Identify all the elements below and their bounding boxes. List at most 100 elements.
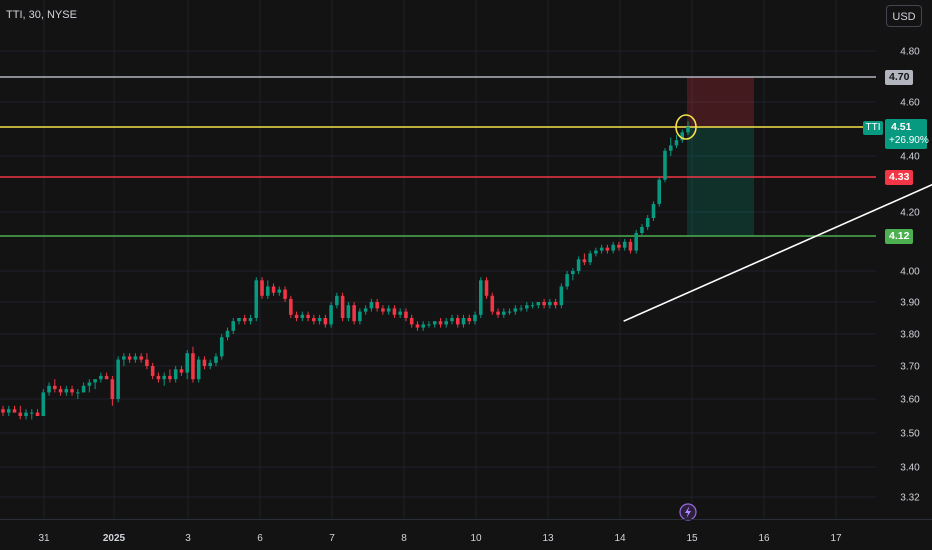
candle (29, 409, 34, 420)
candle (640, 224, 644, 236)
candle (179, 366, 184, 376)
candle (565, 271, 569, 290)
candle (594, 247, 598, 257)
candle (536, 302, 541, 309)
candle (605, 244, 610, 254)
candle (686, 121, 690, 135)
candle (519, 305, 523, 312)
candle (340, 292, 345, 322)
candle (651, 201, 656, 221)
candle (87, 379, 92, 393)
candle (398, 308, 402, 318)
candle (116, 356, 120, 403)
time-tick-label: 2025 (103, 533, 126, 544)
candle (571, 268, 575, 281)
candle (35, 409, 40, 416)
candle (248, 314, 253, 325)
position-reward-zone (687, 127, 754, 236)
candle (634, 230, 638, 254)
candle (300, 311, 305, 322)
candle (542, 298, 546, 309)
candle (421, 321, 425, 331)
time-tick-label: 7 (329, 533, 335, 544)
candle (93, 379, 97, 390)
candle (657, 177, 662, 207)
candle (478, 277, 483, 318)
candle (323, 314, 328, 328)
symbol-title: TTI, 30, NYSE (6, 9, 77, 21)
candle (461, 314, 466, 328)
candle (133, 353, 138, 363)
candle (162, 372, 166, 386)
candle (185, 350, 189, 380)
candle (1, 405, 5, 416)
candle (225, 327, 230, 341)
price-tick-label: 4.80 (900, 47, 920, 58)
candle (444, 318, 449, 328)
candle (12, 405, 17, 413)
time-axis-divider (0, 519, 932, 520)
price-tick-label: 4.00 (900, 267, 920, 278)
candle (289, 295, 293, 318)
candle (548, 298, 552, 309)
time-tick-label: 6 (257, 533, 263, 544)
candle (329, 302, 333, 328)
candle (104, 372, 109, 380)
candle (294, 311, 299, 322)
candle (450, 314, 454, 325)
candle (525, 302, 529, 312)
candle (306, 311, 310, 322)
candle (553, 298, 558, 309)
time-tick-label: 17 (830, 533, 842, 544)
candle (219, 334, 224, 360)
candle (335, 292, 339, 309)
currency-button[interactable]: USD (886, 5, 922, 27)
candle (628, 238, 633, 254)
lightning-icon[interactable] (679, 503, 697, 521)
candle (409, 314, 414, 328)
chart-grid (0, 0, 876, 519)
price-tick-label: 3.90 (900, 298, 920, 309)
candle (490, 292, 495, 315)
candle (386, 305, 391, 315)
candle (668, 137, 673, 156)
candle (208, 359, 213, 370)
candle (99, 372, 103, 383)
candle (352, 302, 356, 325)
trendlines (623, 183, 932, 322)
candle (70, 385, 74, 396)
candle (260, 277, 264, 299)
candle (312, 314, 316, 325)
price-badge-4.12: 4.12 (885, 228, 914, 244)
candle (237, 318, 241, 325)
candles (1, 121, 690, 420)
candle (484, 277, 489, 299)
price-badge-4.33: 4.33 (885, 169, 914, 185)
candle (599, 244, 604, 254)
candle (381, 305, 385, 315)
candle (145, 353, 149, 370)
candle (156, 372, 161, 383)
candle (168, 369, 172, 383)
candle (277, 286, 282, 296)
candle (24, 409, 28, 420)
price-tick-label: 3.70 (900, 362, 920, 373)
candle (122, 353, 126, 366)
last-price-symbol-badge: TTI (863, 121, 883, 135)
price-tick-label: 4.20 (900, 208, 920, 219)
candle (455, 314, 460, 328)
candle (588, 250, 592, 266)
annotations (675, 114, 697, 521)
candle (611, 241, 615, 254)
candle (559, 283, 564, 309)
candle (427, 321, 431, 328)
time-tick-label: 13 (542, 533, 554, 544)
candle (317, 314, 322, 325)
candle (369, 298, 374, 312)
horizontal-lines (0, 76, 876, 237)
price-tick-label: 4.40 (900, 152, 920, 163)
candle (81, 382, 86, 393)
price-tick-label: 4.60 (900, 98, 920, 109)
candle (76, 389, 80, 399)
